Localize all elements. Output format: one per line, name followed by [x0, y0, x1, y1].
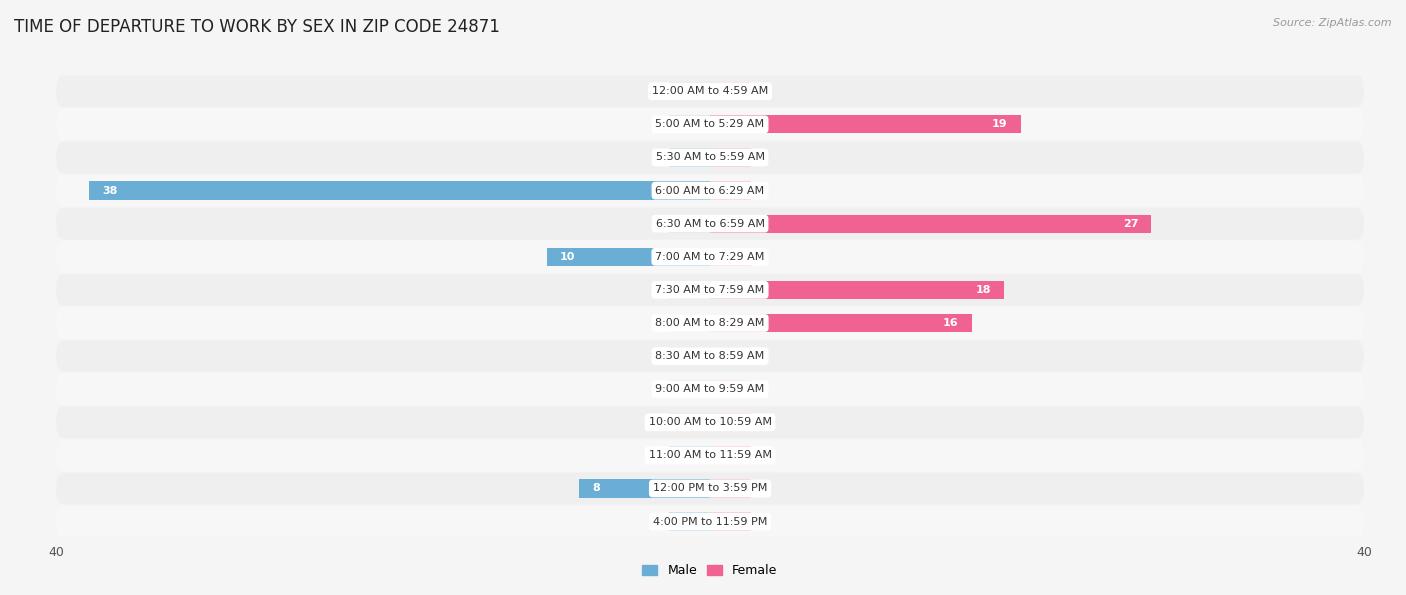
- Text: 0: 0: [654, 516, 661, 527]
- Text: 9:00 AM to 9:59 AM: 9:00 AM to 9:59 AM: [655, 384, 765, 394]
- Bar: [710, 181, 751, 200]
- Text: 0: 0: [654, 285, 661, 295]
- Text: 7:30 AM to 7:59 AM: 7:30 AM to 7:59 AM: [655, 285, 765, 295]
- Text: 0: 0: [759, 450, 766, 461]
- FancyBboxPatch shape: [56, 142, 1364, 173]
- Text: 38: 38: [103, 186, 117, 196]
- Text: 5:00 AM to 5:29 AM: 5:00 AM to 5:29 AM: [655, 120, 765, 129]
- Text: 8:30 AM to 8:59 AM: 8:30 AM to 8:59 AM: [655, 351, 765, 361]
- Text: 12:00 AM to 4:59 AM: 12:00 AM to 4:59 AM: [652, 86, 768, 96]
- Legend: Male, Female: Male, Female: [637, 559, 783, 582]
- FancyBboxPatch shape: [56, 440, 1364, 471]
- Bar: [579, 480, 710, 497]
- Bar: [669, 115, 710, 133]
- Bar: [710, 380, 751, 398]
- Bar: [710, 281, 1004, 299]
- FancyBboxPatch shape: [56, 108, 1364, 140]
- Text: 6:00 AM to 6:29 AM: 6:00 AM to 6:29 AM: [655, 186, 765, 196]
- Text: 0: 0: [654, 417, 661, 427]
- Text: 0: 0: [759, 86, 766, 96]
- FancyBboxPatch shape: [56, 472, 1364, 505]
- Text: 0: 0: [654, 384, 661, 394]
- Bar: [710, 215, 1152, 233]
- Bar: [669, 512, 710, 531]
- Bar: [669, 314, 710, 332]
- FancyBboxPatch shape: [56, 340, 1364, 372]
- Text: 11:00 AM to 11:59 AM: 11:00 AM to 11:59 AM: [648, 450, 772, 461]
- Text: TIME OF DEPARTURE TO WORK BY SEX IN ZIP CODE 24871: TIME OF DEPARTURE TO WORK BY SEX IN ZIP …: [14, 18, 501, 36]
- Bar: [710, 82, 751, 101]
- Text: 5:30 AM to 5:59 AM: 5:30 AM to 5:59 AM: [655, 152, 765, 162]
- Text: 4:00 PM to 11:59 PM: 4:00 PM to 11:59 PM: [652, 516, 768, 527]
- Text: 0: 0: [654, 318, 661, 328]
- Text: 0: 0: [759, 186, 766, 196]
- Bar: [669, 82, 710, 101]
- Text: 19: 19: [991, 120, 1008, 129]
- Text: 0: 0: [654, 351, 661, 361]
- Bar: [89, 181, 710, 200]
- Text: 6:30 AM to 6:59 AM: 6:30 AM to 6:59 AM: [655, 219, 765, 228]
- Text: 8: 8: [592, 484, 600, 493]
- FancyBboxPatch shape: [56, 76, 1364, 107]
- Bar: [547, 248, 710, 266]
- FancyBboxPatch shape: [56, 208, 1364, 240]
- FancyBboxPatch shape: [56, 406, 1364, 438]
- Bar: [710, 446, 751, 465]
- Bar: [669, 413, 710, 431]
- Bar: [710, 413, 751, 431]
- Bar: [710, 115, 1021, 133]
- Bar: [710, 148, 751, 167]
- Bar: [710, 314, 972, 332]
- Bar: [710, 480, 751, 497]
- Text: 0: 0: [759, 384, 766, 394]
- Text: 0: 0: [654, 450, 661, 461]
- Bar: [710, 347, 751, 365]
- Text: 0: 0: [759, 516, 766, 527]
- Text: 0: 0: [759, 417, 766, 427]
- Text: 10: 10: [560, 252, 575, 262]
- FancyBboxPatch shape: [56, 241, 1364, 273]
- Text: 0: 0: [759, 252, 766, 262]
- Bar: [710, 512, 751, 531]
- Bar: [669, 281, 710, 299]
- Bar: [710, 248, 751, 266]
- Text: 0: 0: [759, 351, 766, 361]
- Text: 12:00 PM to 3:59 PM: 12:00 PM to 3:59 PM: [652, 484, 768, 493]
- Bar: [669, 380, 710, 398]
- Text: 0: 0: [759, 484, 766, 493]
- Text: 0: 0: [759, 152, 766, 162]
- FancyBboxPatch shape: [56, 373, 1364, 405]
- Text: 0: 0: [654, 120, 661, 129]
- Bar: [669, 347, 710, 365]
- Text: 16: 16: [943, 318, 959, 328]
- Text: 7:00 AM to 7:29 AM: 7:00 AM to 7:29 AM: [655, 252, 765, 262]
- Text: Source: ZipAtlas.com: Source: ZipAtlas.com: [1274, 18, 1392, 28]
- FancyBboxPatch shape: [56, 307, 1364, 339]
- Text: 27: 27: [1123, 219, 1139, 228]
- FancyBboxPatch shape: [56, 175, 1364, 206]
- Text: 0: 0: [654, 86, 661, 96]
- Text: 0: 0: [654, 152, 661, 162]
- Text: 18: 18: [976, 285, 991, 295]
- FancyBboxPatch shape: [56, 274, 1364, 306]
- FancyBboxPatch shape: [56, 506, 1364, 537]
- Bar: [669, 148, 710, 167]
- Text: 10:00 AM to 10:59 AM: 10:00 AM to 10:59 AM: [648, 417, 772, 427]
- Text: 0: 0: [654, 219, 661, 228]
- Bar: [669, 446, 710, 465]
- Bar: [669, 215, 710, 233]
- Text: 8:00 AM to 8:29 AM: 8:00 AM to 8:29 AM: [655, 318, 765, 328]
